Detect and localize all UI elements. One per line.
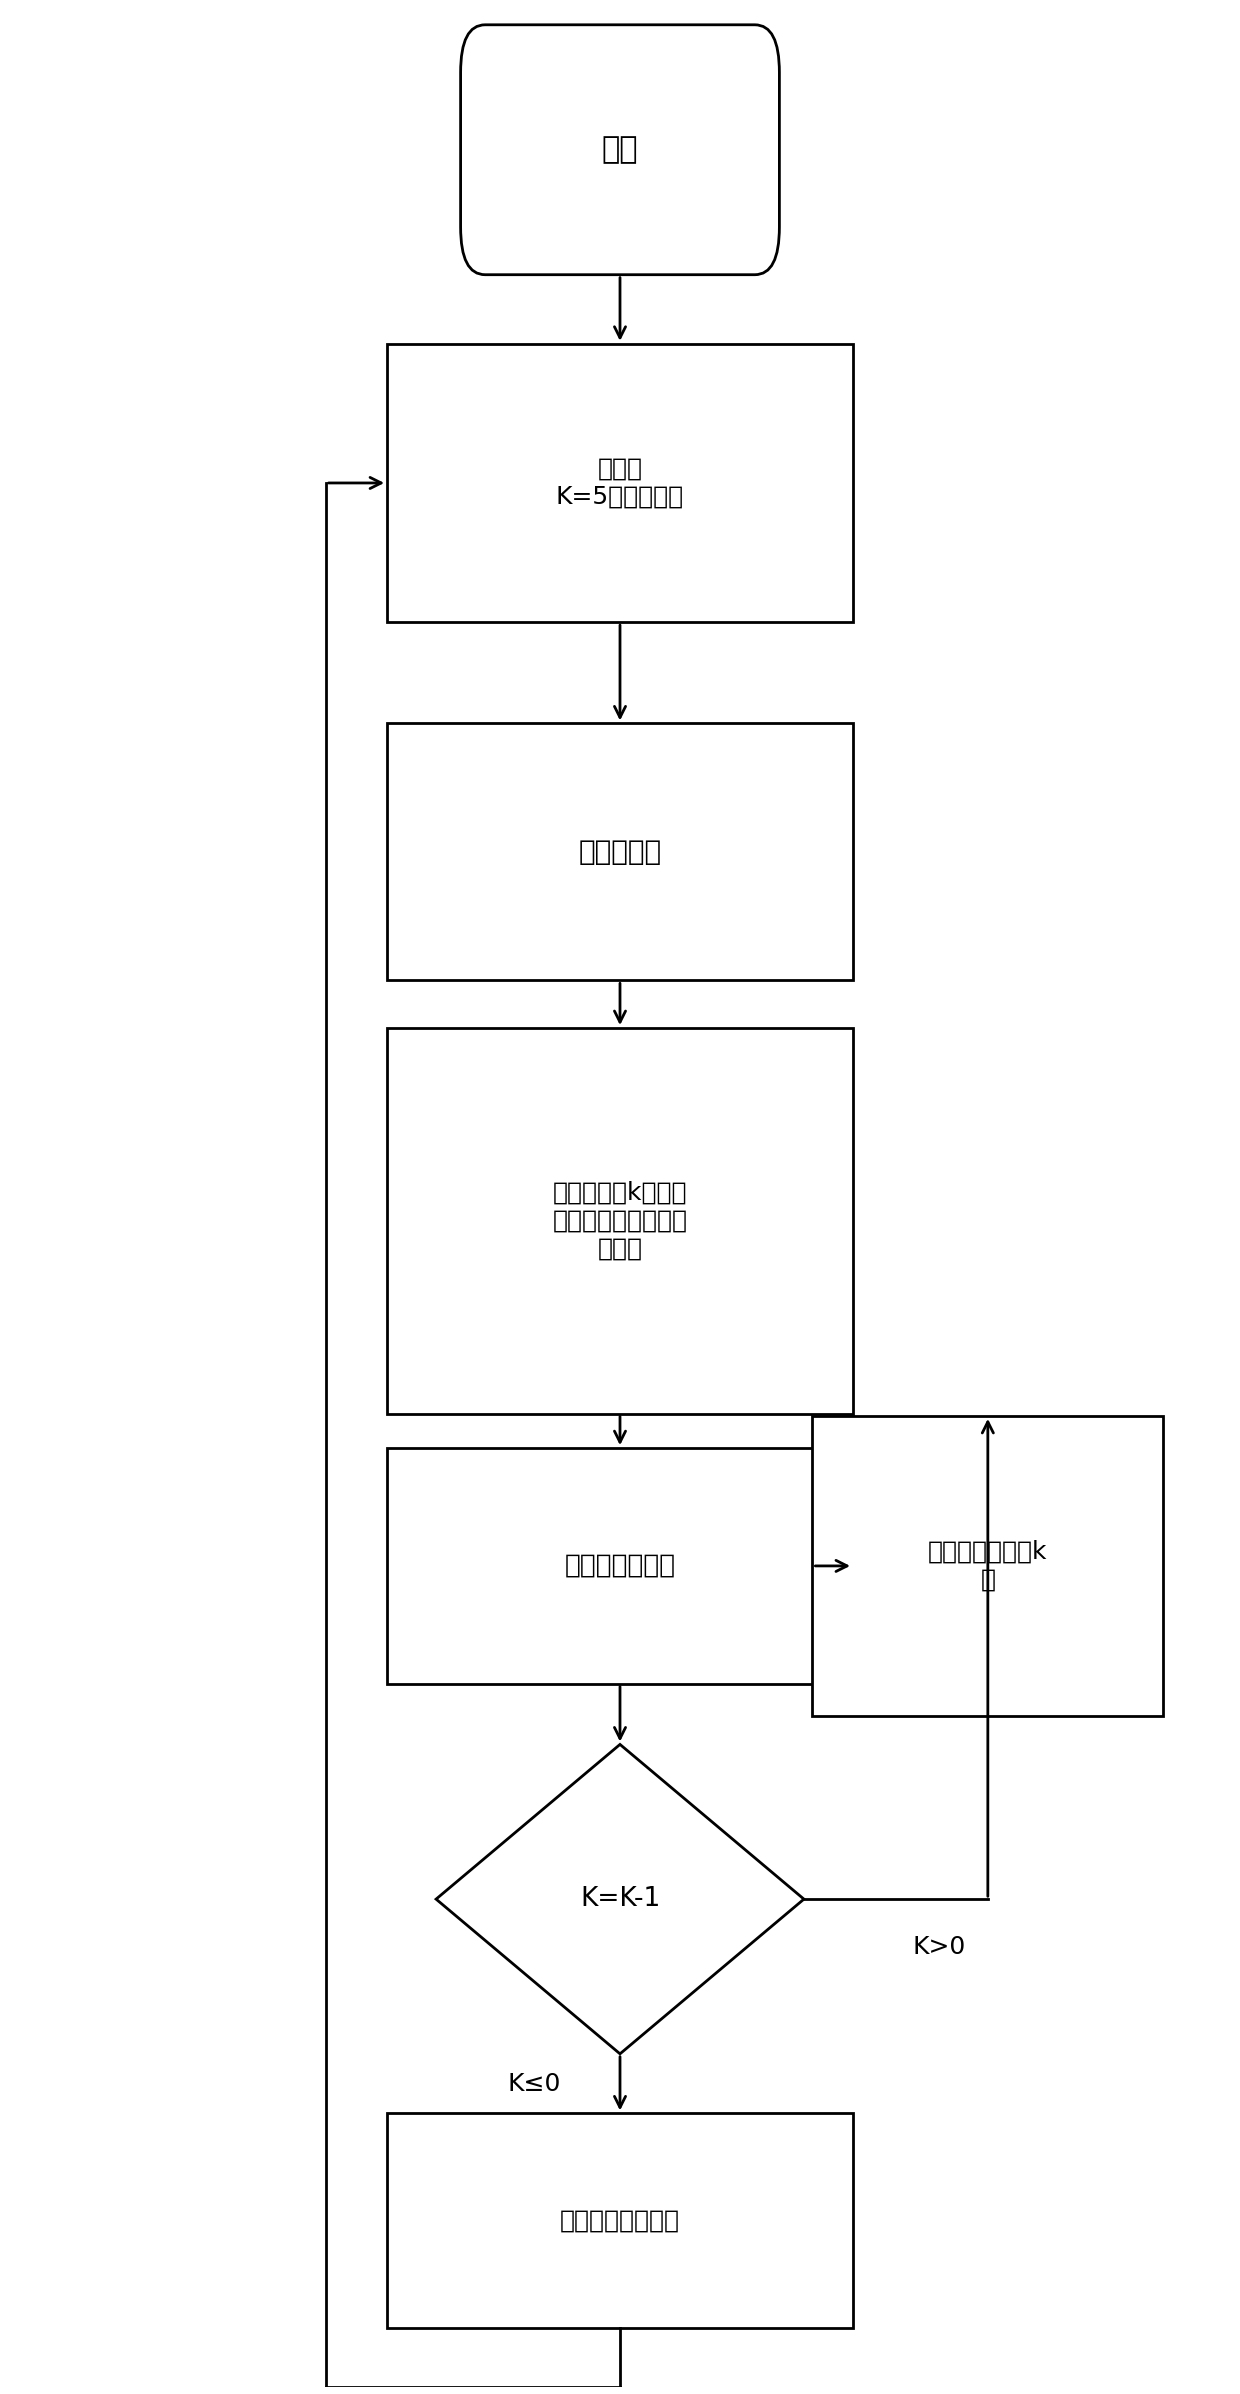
Polygon shape [436, 1745, 804, 2054]
FancyBboxPatch shape [460, 24, 780, 275]
FancyBboxPatch shape [387, 1027, 853, 1412]
Text: 初始化
K=5，获取图像: 初始化 K=5，获取图像 [556, 457, 684, 510]
FancyBboxPatch shape [812, 1415, 1163, 1716]
Text: K≤0: K≤0 [507, 2071, 560, 2095]
Text: K=K-1: K=K-1 [580, 1886, 660, 1913]
FancyBboxPatch shape [387, 2114, 853, 2327]
FancyBboxPatch shape [387, 723, 853, 982]
Text: 完成一次光流跟踪: 完成一次光流跟踪 [560, 2207, 680, 2234]
FancyBboxPatch shape [387, 1448, 853, 1683]
Text: 图像金字塔: 图像金字塔 [578, 838, 662, 867]
FancyBboxPatch shape [387, 345, 853, 622]
Text: K>0: K>0 [913, 1934, 966, 1958]
Text: 开始: 开始 [601, 134, 639, 165]
Text: 原始图像第k层金字
塔的特征点检测并记
录位置: 原始图像第k层金字 塔的特征点检测并记 录位置 [553, 1180, 687, 1262]
Text: 虚位移尺度匹配: 虚位移尺度匹配 [564, 1554, 676, 1580]
Text: 更新特征点到第k
层: 更新特征点到第k 层 [928, 1539, 1048, 1592]
